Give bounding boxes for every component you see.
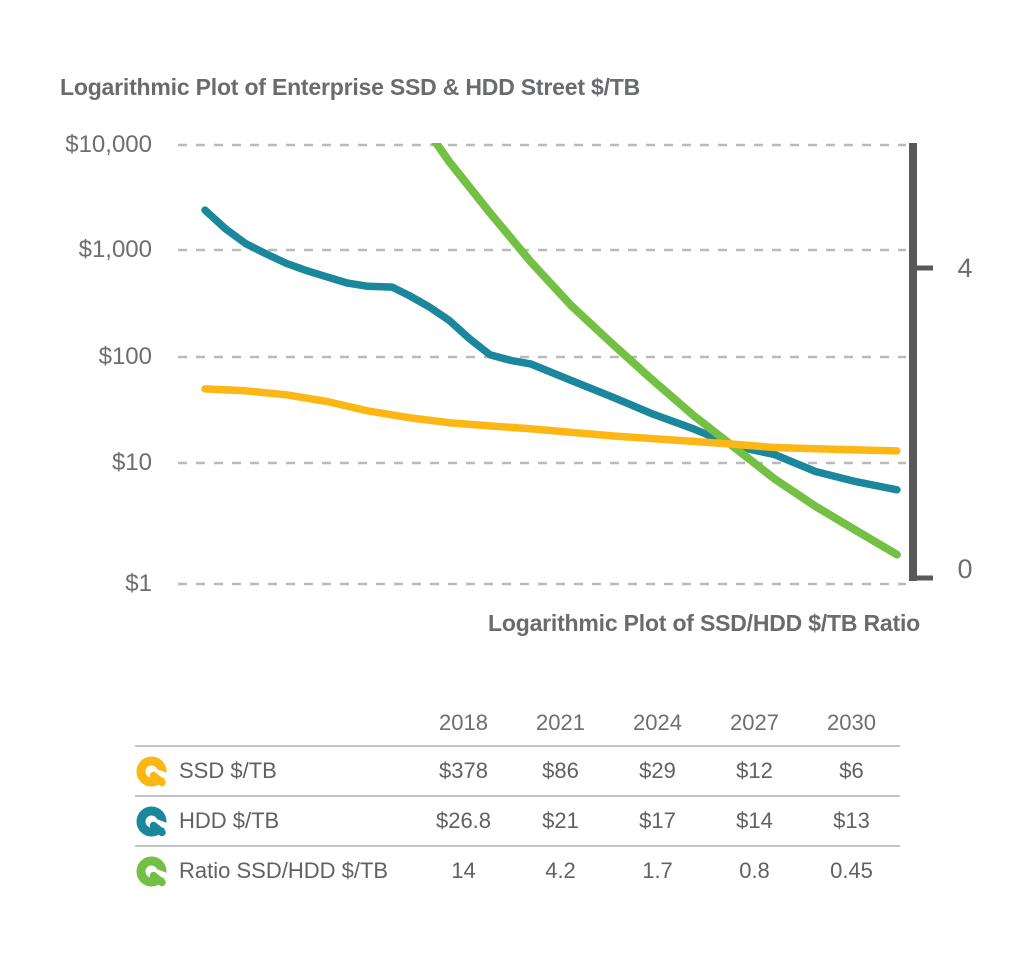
table-row-ssd-label-cell: SSD $/TB xyxy=(135,745,415,795)
y-axis-label-1: $1 xyxy=(125,570,152,597)
table-corner-cell xyxy=(135,700,415,745)
y-axis-label-10: $10 xyxy=(111,449,152,476)
data-table: 2018 2021 2024 2027 2030 SSD $/TB $378 $… xyxy=(135,700,900,895)
y-axis-label-10000: $10,000 xyxy=(65,131,152,158)
table-row-hdd-label-cell: HDD $/TB xyxy=(135,795,415,845)
y-axis-label-100: $100 xyxy=(98,343,152,370)
year-header-2030: 2030 xyxy=(827,709,876,735)
value-cell: $378 xyxy=(415,745,512,795)
right-axis-label-4: 4 xyxy=(957,253,973,283)
ratio-line xyxy=(431,143,901,559)
row-label: SSD $/TB xyxy=(179,758,277,783)
value-cell: $26.8 xyxy=(415,795,512,845)
gridlines xyxy=(178,143,906,586)
value-cell: $86 xyxy=(512,745,609,795)
row-label: Ratio SSD/HDD $/TB xyxy=(179,858,389,883)
value-cell: $6 xyxy=(803,745,900,795)
value-cell: $12 xyxy=(706,745,803,795)
hdd-line xyxy=(201,385,901,455)
q-mark-icon xyxy=(136,756,168,786)
value-cell: 0.8 xyxy=(706,845,803,895)
value-cell: $21 xyxy=(512,795,609,845)
year-header-2021: 2021 xyxy=(536,709,585,735)
value-cell: $14 xyxy=(706,795,803,845)
ratio-axis-title: Logarithmic Plot of SSD/HDD $/TB Ratio xyxy=(488,610,920,636)
value-cell: $29 xyxy=(609,745,706,795)
q-mark-icon xyxy=(136,806,168,836)
series-lines xyxy=(201,143,901,559)
table-row-ratio-label-cell: Ratio SSD/HDD $/TB xyxy=(135,845,415,895)
q-mark-icon xyxy=(136,856,168,886)
value-cell: 14 xyxy=(415,845,512,895)
year-header-2024: 2024 xyxy=(633,709,682,735)
value-cell: 1.7 xyxy=(609,845,706,895)
y-axis-label-1000: $1,000 xyxy=(78,236,152,263)
value-cell: 0.45 xyxy=(803,845,900,895)
year-header-2027: 2027 xyxy=(730,709,779,735)
right-axis xyxy=(909,143,933,581)
year-header-2018: 2018 xyxy=(439,709,488,735)
value-cell: $13 xyxy=(803,795,900,845)
right-axis-label-0: 0 xyxy=(957,554,973,584)
row-label: HDD $/TB xyxy=(179,808,280,833)
chart-title: Logarithmic Plot of Enterprise SSD & HDD… xyxy=(60,74,641,100)
value-cell: 4.2 xyxy=(512,845,609,895)
value-cell: $17 xyxy=(609,795,706,845)
